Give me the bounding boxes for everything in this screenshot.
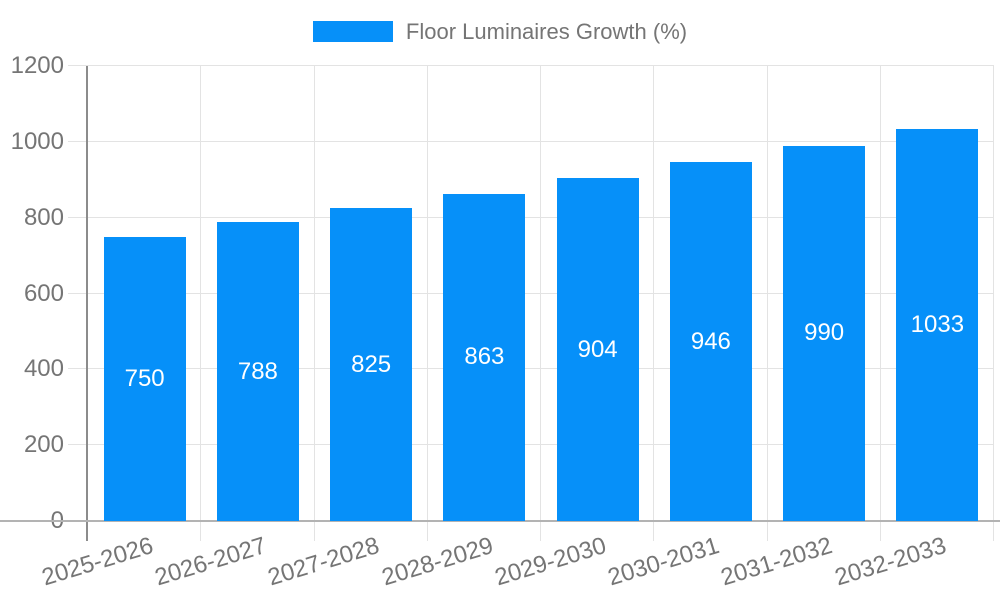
x-axis-tick-label: 2026-2027 (151, 532, 270, 592)
y-gridline (68, 444, 994, 446)
bar[interactable]: 863 (443, 193, 526, 521)
bar[interactable]: 1033 (896, 129, 979, 521)
x-gridline (200, 66, 202, 541)
x-gridline (426, 66, 428, 541)
x-gridline (879, 66, 881, 541)
bar[interactable]: 750 (103, 236, 186, 521)
bar-value-label: 788 (237, 357, 278, 385)
y-gridline (68, 292, 994, 294)
y-gridline (68, 216, 994, 218)
x-axis-tick-label: 2027-2028 (265, 532, 383, 592)
x-gridline (766, 66, 768, 541)
bar[interactable]: 788 (216, 222, 299, 521)
y-axis-tick-label: 800 (23, 203, 64, 231)
x-axis-tick-label: 2030-2031 (604, 532, 723, 592)
bar-value-label: 863 (464, 343, 505, 371)
y-axis-tick-label: 400 (23, 355, 64, 383)
bar[interactable]: 825 (330, 208, 413, 521)
x-gridline (653, 66, 655, 541)
y-axis-tick-label: 1000 (10, 127, 64, 155)
y-axis-tick-label: 1200 (10, 52, 64, 79)
legend[interactable]: Floor Luminaires Growth (%) (0, 20, 1000, 43)
legend-swatch (312, 21, 393, 42)
y-gridline (68, 65, 994, 66)
x-axis-tick-label: 2029-2030 (491, 532, 610, 592)
bar-value-label: 1033 (910, 311, 965, 339)
y-gridline (68, 368, 994, 370)
x-axis-tick-label: 2025-2026 (38, 532, 157, 592)
x-gridline (313, 66, 315, 541)
bar[interactable]: 946 (669, 162, 752, 521)
x-axis-tick-label: 2032-2033 (831, 532, 949, 592)
y-axis-tick-label: 600 (23, 279, 64, 307)
y-axis-line (86, 66, 88, 541)
bar-value-label: 990 (804, 319, 845, 347)
y-gridline (68, 140, 994, 142)
bar-value-label: 825 (351, 350, 392, 378)
bar-value-label: 946 (690, 327, 731, 355)
legend-label: Floor Luminaires Growth (%) (405, 19, 688, 44)
x-gridline (540, 66, 541, 541)
bar-value-label: 750 (124, 364, 165, 392)
x-axis-line (0, 520, 1000, 522)
x-gridline (993, 66, 994, 541)
bar[interactable]: 904 (556, 178, 639, 521)
y-axis-tick-label: 200 (23, 431, 64, 459)
x-axis-tick-label: 2028-2029 (378, 532, 496, 592)
bar-value-label: 904 (577, 335, 618, 363)
bar[interactable]: 990 (783, 145, 866, 521)
x-axis-tick-label: 2031-2032 (718, 532, 836, 592)
